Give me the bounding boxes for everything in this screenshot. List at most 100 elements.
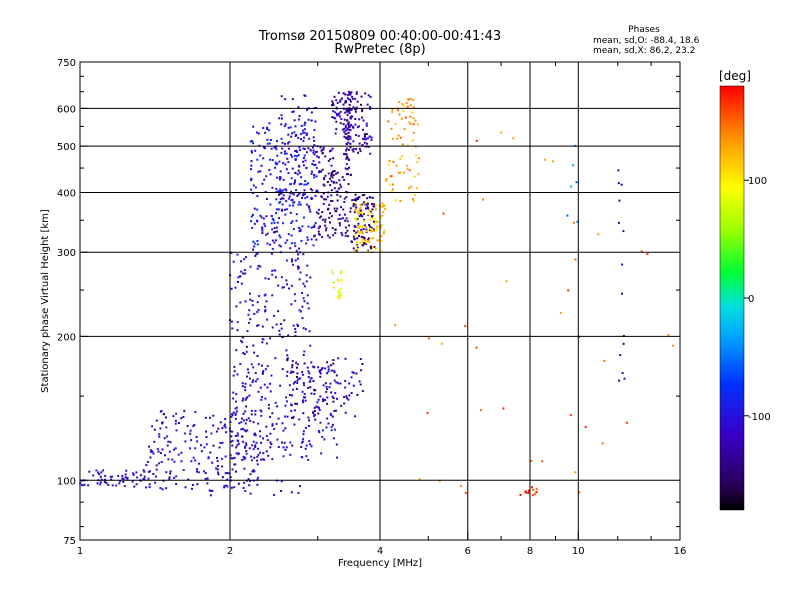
data-point xyxy=(313,415,316,418)
data-point xyxy=(189,429,192,432)
data-point xyxy=(336,207,339,210)
data-point xyxy=(338,222,341,225)
data-point xyxy=(241,417,243,420)
data-point xyxy=(168,478,171,481)
data-point xyxy=(299,203,302,206)
data-point xyxy=(303,350,306,353)
data-point xyxy=(312,365,315,368)
data-point xyxy=(360,228,363,231)
data-point xyxy=(256,267,259,270)
data-point xyxy=(355,231,358,234)
data-point xyxy=(237,453,240,456)
data-point xyxy=(350,240,353,243)
data-point xyxy=(167,458,170,461)
data-point xyxy=(290,190,293,193)
data-point xyxy=(266,138,269,141)
data-point xyxy=(285,152,288,155)
data-point xyxy=(622,342,625,345)
data-point xyxy=(533,493,536,496)
data-point xyxy=(365,133,368,136)
data-point xyxy=(215,430,218,433)
data-point xyxy=(355,206,358,209)
data-point xyxy=(366,250,369,253)
data-point xyxy=(318,369,321,372)
data-point xyxy=(268,142,271,145)
data-point xyxy=(392,137,394,140)
data-point xyxy=(411,139,414,142)
data-point xyxy=(330,369,333,372)
data-point xyxy=(295,189,298,192)
data-point xyxy=(234,413,237,416)
data-point xyxy=(339,297,342,300)
data-point xyxy=(350,392,353,394)
data-point xyxy=(340,272,343,274)
data-point xyxy=(236,410,238,413)
data-point xyxy=(362,128,364,131)
data-point xyxy=(353,229,356,232)
data-point xyxy=(291,394,294,397)
data-point xyxy=(187,478,190,481)
data-point xyxy=(323,176,326,179)
data-point xyxy=(325,385,328,388)
data-point xyxy=(352,140,355,143)
data-point xyxy=(263,383,266,386)
data-point xyxy=(173,476,176,479)
data-point xyxy=(292,371,295,374)
data-point xyxy=(175,429,178,432)
data-point xyxy=(271,269,274,272)
data-point xyxy=(302,433,305,436)
data-point xyxy=(88,470,91,473)
data-point xyxy=(360,95,363,98)
data-point xyxy=(241,382,244,385)
stats-line-x: mean, sd,X: 86.2, 23.2 xyxy=(593,46,695,56)
data-point xyxy=(158,435,161,438)
data-point xyxy=(340,280,342,283)
data-point xyxy=(249,140,252,143)
data-point xyxy=(363,224,366,227)
data-point xyxy=(353,238,356,241)
data-point xyxy=(277,417,280,420)
data-point xyxy=(559,312,562,314)
data-point xyxy=(279,170,282,173)
data-point xyxy=(279,384,282,387)
data-point xyxy=(246,375,248,378)
data-point xyxy=(297,169,300,172)
data-point xyxy=(303,136,306,139)
data-point xyxy=(159,427,162,430)
data-point xyxy=(221,465,224,468)
data-point xyxy=(247,478,250,481)
data-point xyxy=(355,372,358,375)
data-point xyxy=(285,200,288,203)
data-point xyxy=(332,116,335,119)
data-point xyxy=(248,484,251,487)
data-point xyxy=(286,375,289,377)
data-point xyxy=(291,192,294,195)
data-point xyxy=(291,155,293,158)
data-point xyxy=(332,174,335,177)
data-point xyxy=(336,114,339,117)
data-point xyxy=(157,450,160,453)
data-point xyxy=(343,130,346,133)
data-point xyxy=(232,260,235,263)
data-point xyxy=(375,208,377,211)
data-point xyxy=(315,150,318,153)
data-point xyxy=(347,109,350,112)
data-point xyxy=(343,402,346,405)
data-point xyxy=(343,396,346,399)
data-point xyxy=(168,450,171,453)
data-point xyxy=(291,360,294,363)
data-point xyxy=(331,200,334,202)
data-point xyxy=(230,287,233,290)
data-point xyxy=(161,488,164,491)
data-point xyxy=(236,444,239,447)
y-axis-label: Stationary phase Virtual Height [km] xyxy=(40,209,51,393)
data-point xyxy=(354,123,357,126)
data-point xyxy=(366,205,369,208)
data-point xyxy=(237,482,240,485)
data-point xyxy=(351,199,354,202)
data-point xyxy=(266,232,269,235)
data-point xyxy=(365,228,368,231)
data-point xyxy=(204,472,207,475)
data-point xyxy=(152,452,155,455)
data-point xyxy=(262,157,265,160)
